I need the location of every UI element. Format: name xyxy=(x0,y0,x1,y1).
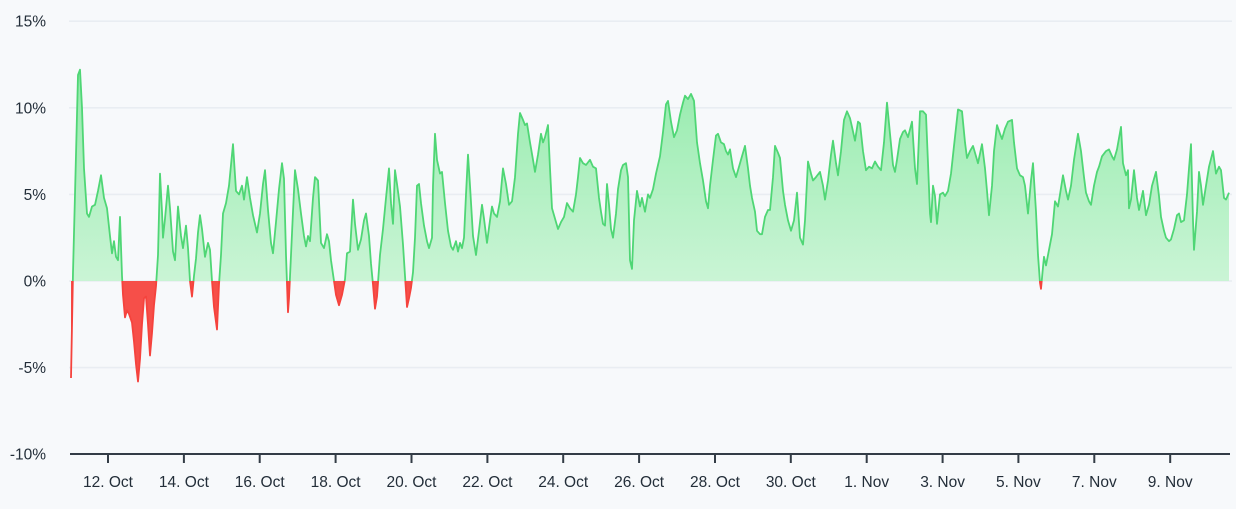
x-tick-label: 28. Oct xyxy=(690,474,741,491)
y-tick-label: 10% xyxy=(15,100,46,117)
series-percent-change xyxy=(70,68,1230,383)
y-tick-label: -10% xyxy=(10,447,46,464)
x-tick-label: 1. Nov xyxy=(844,474,889,491)
x-tick-label: 18. Oct xyxy=(311,474,362,491)
x-tick-label: 12. Oct xyxy=(83,474,134,491)
line-positive xyxy=(71,68,1230,281)
x-tick-label: 9. Nov xyxy=(1148,474,1193,491)
x-tick-label: 24. Oct xyxy=(538,474,589,491)
x-tick-label: 30. Oct xyxy=(766,474,817,491)
x-tick-label: 16. Oct xyxy=(235,474,286,491)
y-tick-label: -5% xyxy=(18,360,46,377)
x-tick-label: 20. Oct xyxy=(387,474,438,491)
x-tick-label: 14. Oct xyxy=(159,474,210,491)
x-tick-label: 5. Nov xyxy=(996,474,1041,491)
y-tick-label: 0% xyxy=(24,274,47,291)
x-tick-label: 26. Oct xyxy=(614,474,665,491)
x-tick-label: 22. Oct xyxy=(462,474,513,491)
y-tick-labels: 15% 10% 5% 0% -5% -10% xyxy=(10,14,46,464)
x-tick-label: 3. Nov xyxy=(920,474,965,491)
y-tick-label: 5% xyxy=(24,187,47,204)
area-positive xyxy=(71,69,1229,281)
y-tick-label: 15% xyxy=(15,14,46,31)
x-axis: 12. Oct 14. Oct 16. Oct 18. Oct 20. Oct 22. O… xyxy=(70,453,1230,491)
x-tick-label: 7. Nov xyxy=(1072,474,1117,491)
